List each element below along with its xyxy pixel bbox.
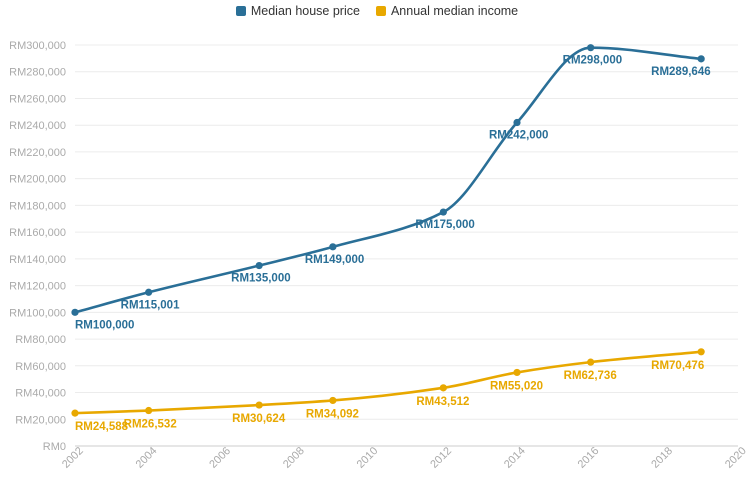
data-label: RM135,000: [231, 273, 290, 285]
y-tick-label: RM160,000: [9, 227, 66, 239]
data-label: RM30,624: [232, 413, 286, 425]
x-axis: 2002 2004 2006 2008 2010 2012 2014 2016 2018 2020: [60, 445, 749, 471]
data-label: RM100,000: [75, 319, 134, 331]
chart-legend: Median house price Annual median income: [0, 4, 754, 18]
x-tick-label: 2006: [207, 445, 233, 471]
y-tick-label: RM200,000: [9, 174, 66, 186]
x-tick-label: 2014: [502, 445, 528, 471]
data-label: RM70,476: [651, 360, 704, 372]
data-point[interactable]: [145, 406, 153, 415]
data-label: RM175,000: [415, 219, 474, 231]
data-point[interactable]: [71, 308, 79, 316]
data-point[interactable]: [329, 243, 337, 251]
x-tick-label: 2016: [576, 445, 602, 471]
legend-item-house-price[interactable]: Median house price: [235, 4, 360, 18]
data-point[interactable]: [439, 384, 447, 392]
series-line-0: [74, 46, 702, 314]
x-tick-label: 2020: [723, 445, 749, 471]
series: [71, 44, 705, 417]
data-point[interactable]: [145, 288, 153, 296]
data-point[interactable]: [697, 348, 705, 356]
y-tick-label: RM60,000: [15, 361, 66, 373]
data-point[interactable]: [71, 409, 79, 417]
grid: [75, 44, 738, 447]
data-label: RM289,646: [651, 66, 710, 78]
y-tick-label: RM240,000: [9, 120, 66, 132]
y-tick-label: RM260,000: [9, 93, 66, 105]
x-tick-label: 2012: [428, 445, 454, 471]
data-point[interactable]: [439, 208, 447, 216]
x-tick-label: 2004: [134, 445, 160, 471]
data-labels: RM100,000 RM115,001 RM135,000 RM149,000 RM17…: [75, 55, 711, 433]
data-label: RM115,001: [121, 299, 180, 311]
legend-swatch-house-price: [235, 6, 246, 16]
y-tick-label: RM80,000: [15, 334, 66, 346]
y-axis: RM0 RM20,000 RM40,000 RM60,000 RM80,000 RM100…: [9, 40, 66, 453]
data-label: RM55,020: [490, 380, 543, 392]
x-tick-label: 2010: [355, 445, 381, 471]
data-point[interactable]: [587, 44, 595, 52]
data-point[interactable]: [513, 368, 521, 377]
y-tick-label: RM280,000: [9, 67, 66, 79]
y-tick-label: RM20,000: [15, 414, 66, 426]
data-label: RM26,532: [124, 419, 177, 431]
y-tick-label: RM180,000: [9, 200, 66, 212]
x-tick-label: 2018: [649, 445, 675, 471]
data-label: RM242,000: [489, 130, 548, 142]
y-tick-label: RM100,000: [9, 307, 66, 319]
data-label: RM34,092: [306, 408, 359, 420]
data-point[interactable]: [255, 261, 263, 270]
data-point[interactable]: [697, 55, 705, 63]
series-line-1: [74, 350, 702, 415]
y-tick-label: RM300,000: [9, 40, 66, 52]
x-tick-label: 2008: [281, 445, 307, 471]
y-tick-label: RM0: [43, 441, 66, 453]
y-tick-label: RM40,000: [15, 388, 66, 400]
data-label: RM62,736: [564, 370, 617, 382]
legend-swatch-income: [375, 6, 386, 16]
legend-label-income: Annual median income: [390, 4, 519, 18]
data-point[interactable]: [587, 358, 595, 366]
data-label: RM298,000: [563, 55, 622, 67]
y-tick-label: RM220,000: [9, 147, 66, 159]
data-label: RM24,588: [75, 421, 129, 433]
legend-label-house-price: Median house price: [250, 4, 360, 18]
data-label: RM43,512: [416, 396, 469, 408]
legend-item-income[interactable]: Annual median income: [375, 4, 519, 18]
data-label: RM149,000: [305, 254, 364, 266]
data-point[interactable]: [255, 401, 263, 409]
y-tick-label: RM140,000: [9, 254, 66, 266]
data-point[interactable]: [513, 118, 521, 127]
data-point[interactable]: [329, 396, 337, 405]
y-tick-label: RM120,000: [9, 281, 66, 293]
